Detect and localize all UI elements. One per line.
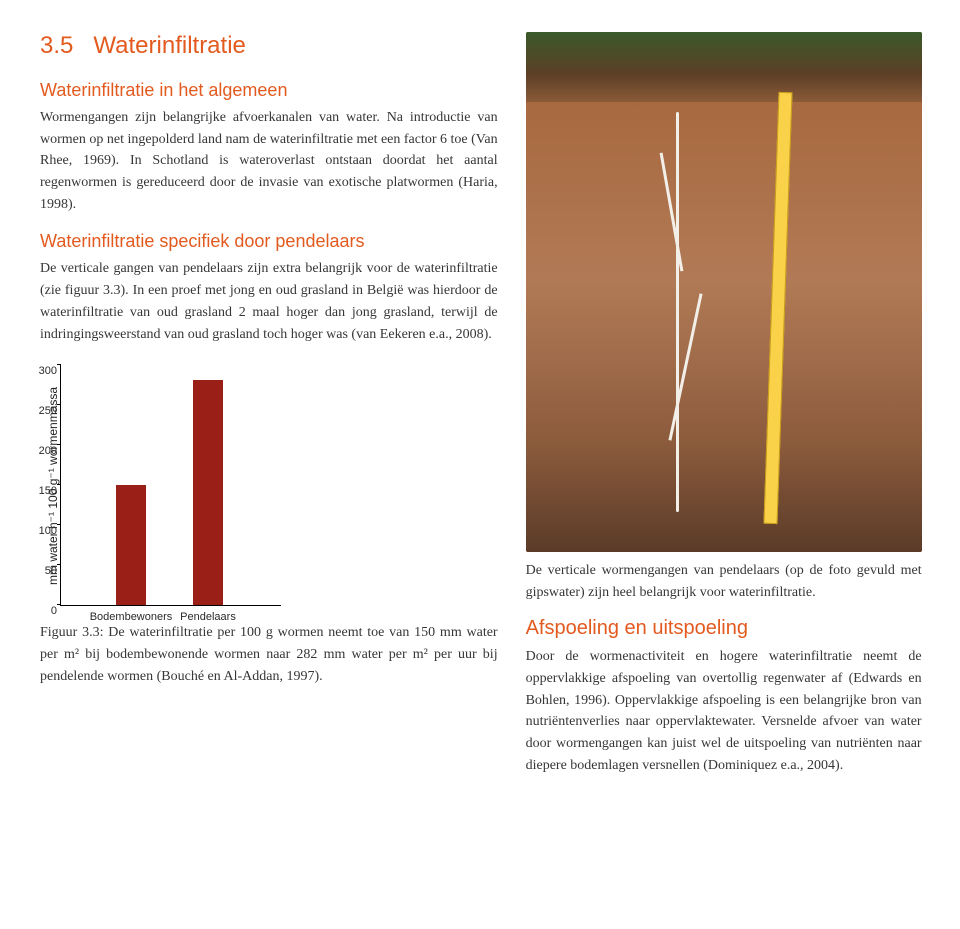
chart-ytick: 300 [29, 365, 57, 377]
chart-ytick-mark [57, 404, 61, 405]
para-afspoeling: Door de wormenactiviteit en hogere water… [526, 646, 922, 776]
photo-worm-channel [676, 112, 679, 512]
para-algemeen: Wormengangen zijn belangrijke afvoerkana… [40, 107, 498, 215]
sub-pendelaars: Waterinfiltratie specifiek door pendelaa… [40, 231, 498, 252]
chart-ytick: 0 [29, 605, 57, 617]
section-number: 3.5 [40, 32, 73, 59]
photo-subsoil [526, 102, 922, 552]
chart-ytick-mark [57, 564, 61, 565]
chart-ytick-mark [57, 364, 61, 365]
page: 3.5 Waterinfiltratie Waterinfiltratie in… [40, 32, 920, 793]
bar-chart: 050100150200250300BodembewonersPendelaar… [60, 365, 281, 606]
chart-xlabel: Pendelaars [180, 611, 236, 623]
chart-ytick-mark [57, 604, 61, 605]
chart-ytick-mark [57, 524, 61, 525]
section-name: Waterinfiltratie [93, 32, 245, 59]
right-column: De verticale wormengangen van pendelaars… [526, 32, 922, 793]
para-pendelaars: De verticale gangen van pendelaars zijn … [40, 258, 498, 345]
chart-ytick: 150 [29, 485, 57, 497]
chart-xlabel: Bodembewoners [90, 611, 173, 623]
chart-ytick: 100 [29, 525, 57, 537]
photo-topsoil [526, 32, 922, 102]
chart-ytick: 250 [29, 405, 57, 417]
chart-ytick-mark [57, 444, 61, 445]
chart-ytick: 50 [29, 565, 57, 577]
chart-bar [116, 485, 146, 605]
left-column: 3.5 Waterinfiltratie Waterinfiltratie in… [40, 32, 498, 793]
chart-ytick: 200 [29, 445, 57, 457]
chart-wrap: mm water h⁻¹ 100 g⁻¹ wormenmassa 0501001… [40, 365, 498, 606]
chart-bar [193, 380, 223, 606]
section-title: 3.5 Waterinfiltratie [40, 32, 498, 60]
photo-caption: De verticale wormengangen van pendelaars… [526, 560, 922, 603]
figure-caption: Figuur 3.3: De waterinfiltratie per 100 … [40, 622, 498, 687]
sub-waterinfiltratie-algemeen: Waterinfiltratie in het algemeen [40, 80, 498, 101]
soil-photo [526, 32, 922, 552]
sub-afspoeling: Afspoeling en uitspoeling [526, 617, 922, 640]
chart-ytick-mark [57, 484, 61, 485]
